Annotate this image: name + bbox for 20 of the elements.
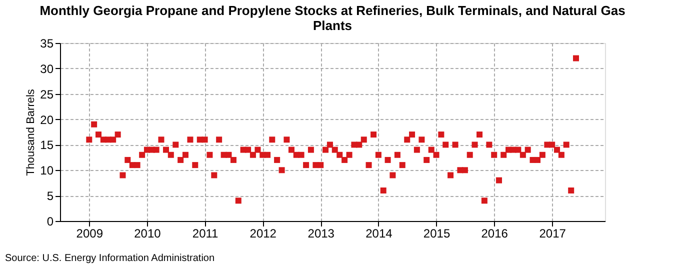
- x-tick-label: 2012: [250, 226, 277, 240]
- y-tick-label: 20: [40, 112, 54, 127]
- x-tick-label: 2014: [366, 226, 393, 240]
- x-tick-label: 2016: [481, 226, 508, 240]
- source-note: Source: U.S. Energy Information Administration: [5, 253, 215, 264]
- x-tick-label: 2011: [192, 226, 219, 240]
- y-tick-label: 25: [40, 87, 54, 102]
- x-tick-label: 2017: [539, 226, 566, 240]
- x-tick-label: 2009: [76, 226, 104, 240]
- x-tick-label: 2010: [134, 226, 162, 240]
- y-tick-label: 5: [46, 189, 54, 204]
- y-tick-label: 0: [46, 214, 54, 228]
- y-tick-label: 10: [40, 164, 54, 178]
- y-axis-title: Thousand Barrels: [25, 88, 38, 176]
- x-tick-label: 2013: [308, 226, 335, 240]
- chart-title: Monthly Georgia Propane and Propylene Stocks at Refineries, Bulk Terminals, and Natural Gas Plants: [40, 3, 626, 33]
- y-tick-label: 15: [40, 138, 54, 152]
- y-tick-label: 30: [40, 62, 54, 76]
- x-tick-label: 2015: [423, 226, 450, 240]
- y-tick-label: 35: [40, 36, 54, 50]
